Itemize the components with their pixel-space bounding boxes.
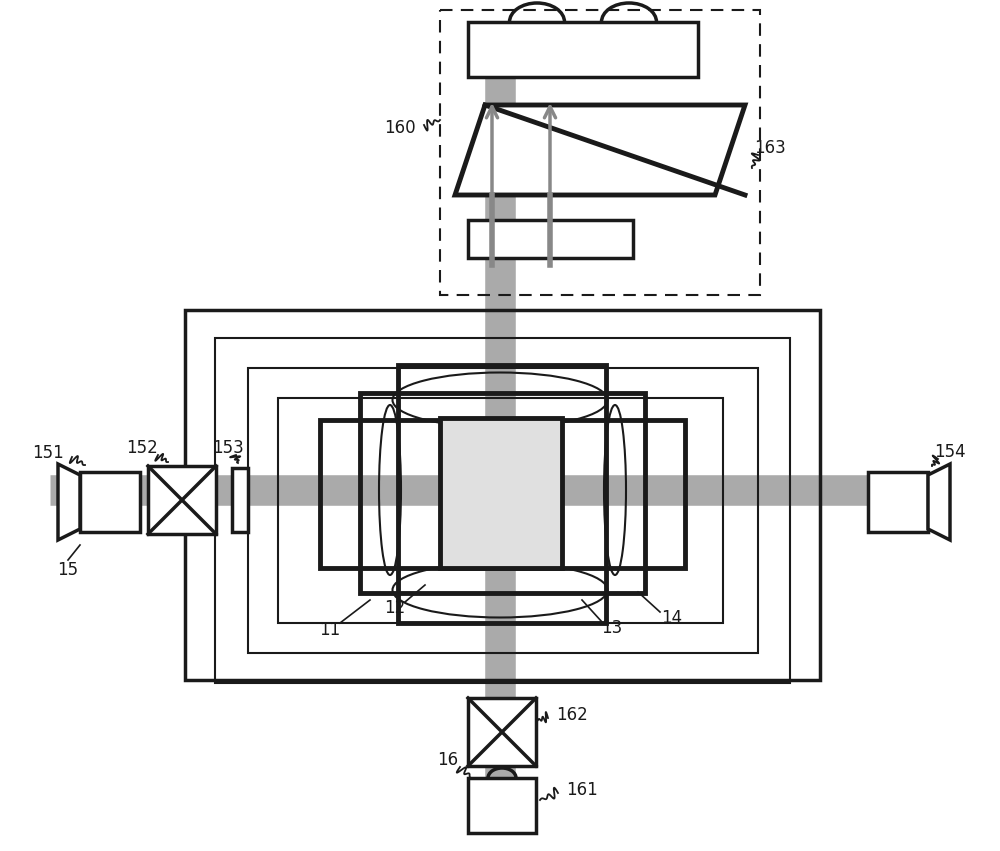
Text: 161: 161 xyxy=(566,781,598,799)
Bar xyxy=(468,698,536,766)
Text: 13: 13 xyxy=(601,619,623,637)
Bar xyxy=(360,393,645,593)
Bar xyxy=(320,420,685,568)
Bar xyxy=(468,22,698,77)
Bar xyxy=(80,472,140,532)
Text: 154: 154 xyxy=(934,443,966,461)
Text: 162: 162 xyxy=(556,706,588,724)
Text: 12: 12 xyxy=(384,599,406,617)
Text: 163: 163 xyxy=(754,139,786,157)
Bar xyxy=(398,365,606,623)
Text: 160: 160 xyxy=(384,119,416,137)
Text: 152: 152 xyxy=(126,439,158,457)
Bar xyxy=(185,310,820,680)
Text: 16: 16 xyxy=(437,751,459,769)
Bar xyxy=(278,398,723,623)
Text: 14: 14 xyxy=(661,609,683,627)
Polygon shape xyxy=(455,105,745,195)
Bar xyxy=(232,468,248,532)
Bar xyxy=(215,338,790,683)
Bar xyxy=(148,466,216,534)
Bar xyxy=(468,220,633,258)
Bar xyxy=(248,368,758,653)
Bar xyxy=(440,10,760,295)
Bar xyxy=(440,418,562,568)
Polygon shape xyxy=(928,464,950,540)
Text: 151: 151 xyxy=(32,444,64,462)
Text: 153: 153 xyxy=(212,439,244,457)
Bar xyxy=(868,472,928,532)
Polygon shape xyxy=(58,464,80,540)
Bar xyxy=(468,778,536,833)
Text: 15: 15 xyxy=(57,561,79,579)
Text: 11: 11 xyxy=(319,621,341,639)
